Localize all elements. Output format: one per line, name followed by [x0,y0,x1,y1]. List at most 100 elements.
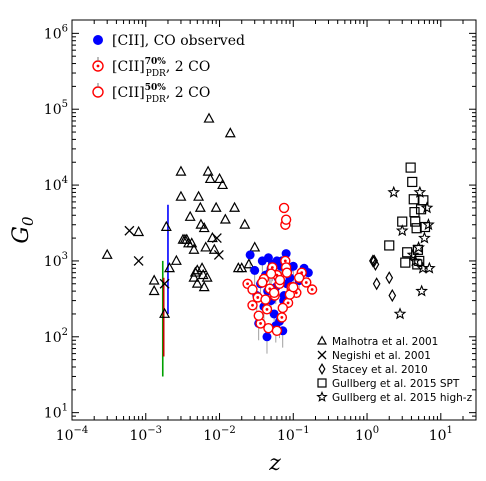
point-x [211,233,222,244]
point-star [393,307,407,320]
point-triangle [243,258,255,269]
point-triangle [101,248,113,259]
series-star [387,185,436,320]
point-open-circle [263,322,274,334]
point-triangle [217,178,229,190]
y-tick-label: 104 [44,175,68,194]
point-triangle [191,277,203,288]
point-triangle [164,262,176,273]
point-dotted-circle [306,284,318,295]
point-star [406,248,420,261]
point-square [407,176,418,188]
point-square [405,162,416,173]
plot-frame [71,19,477,421]
point-open-circle [265,268,277,279]
point-triangle [208,243,220,254]
series-diamond [369,254,397,303]
point-square [418,195,429,206]
legend-marker-x [317,350,327,360]
point-triangle [200,241,212,252]
legend-top-label: [CII]70% PDR, 2 CO [112,57,210,79]
x-tick-label: 10−4 [56,425,89,444]
point-diamond [372,277,381,291]
point-diamond [370,254,379,268]
point-triangle [193,190,205,201]
point-triangle [210,201,222,212]
point-dotted-circle [247,300,258,311]
point-star [387,185,401,198]
point-triangle [191,264,203,275]
legend-bottom-label: Gullberg et al. 2015 high-z [332,392,473,404]
point-filled-circle [245,250,255,260]
point-x [133,255,144,266]
point-open-circle [277,302,288,314]
legend-marker-diamond [318,363,326,375]
point-triangle [201,271,213,282]
x-axis-label: z [268,451,281,476]
point-filled-circle [269,309,279,319]
y-tick-label: 106 [44,23,68,42]
point-star [418,231,431,244]
y-axis-label: G0 [9,216,37,244]
point-triangle [160,220,172,231]
point-triangle [188,271,200,282]
point-triangle [219,213,231,224]
legend-marker-filled-circle [93,35,103,45]
point-triangle [206,231,218,243]
point-triangle [198,221,210,233]
point-diamond [371,257,380,271]
axes: 10−4 10−3 10−2 10−1 100 101 101 102 103 104 105 106 [44,20,477,444]
point-square [411,223,422,234]
legend-marker-dotted-circle [92,60,104,72]
x-tick-label: 101 [429,425,453,444]
point-triangle [204,172,216,184]
point-open-circle [271,325,283,336]
point-star [415,284,429,297]
point-triangle [197,268,209,280]
point-triangle [203,112,215,123]
point-triangle [184,210,196,221]
legend-bottom-label: Malhotra et al. 2001 [332,336,438,348]
plot-frame-group [71,19,477,421]
point-triangle [175,165,187,176]
point-x [213,249,224,260]
x-tick-label: 10−1 [277,425,310,444]
point-triangle [198,281,210,292]
point-square [400,257,411,268]
y-tick-label: 101 [44,403,68,422]
y-axis-label-sub: 0 [19,216,37,226]
legend-marker-triangle [316,335,328,345]
point-triangle [239,218,251,229]
data-marks [101,112,436,354]
point-diamond [388,288,397,303]
point-open-circle [293,272,305,283]
point-triangle [214,172,226,184]
point-square [414,255,425,267]
point-triangle [170,254,182,265]
x-tick-label: 10−3 [129,425,162,444]
point-open-circle [268,287,280,299]
point-star [423,261,436,274]
point-square [384,240,395,251]
point-star [413,185,427,198]
point-triangle [186,237,198,248]
point-star [422,218,435,231]
point-triangle [224,127,236,138]
legend-marker-star [316,390,328,402]
series-x [124,225,224,289]
point-open-circle [274,274,286,286]
x-tick-label: 100 [355,425,379,444]
point-triangle [159,307,171,318]
y-axis-label-main: G [9,226,34,244]
y-tick-label: 102 [44,327,68,346]
point-filled-circle [281,249,291,259]
legend-top: [CII], CO observed [CII]70% PDR, 2 CO [CII]… [92,33,245,105]
point-filled-circle [262,332,272,342]
point-triangle [148,274,160,285]
x-tick-label: 10−2 [203,425,236,444]
point-triangle [194,201,206,212]
point-dotted-circle [276,312,288,323]
point-triangle [133,225,145,237]
legend-top-label: [CII]50% PDR, 2 CO [112,83,210,105]
